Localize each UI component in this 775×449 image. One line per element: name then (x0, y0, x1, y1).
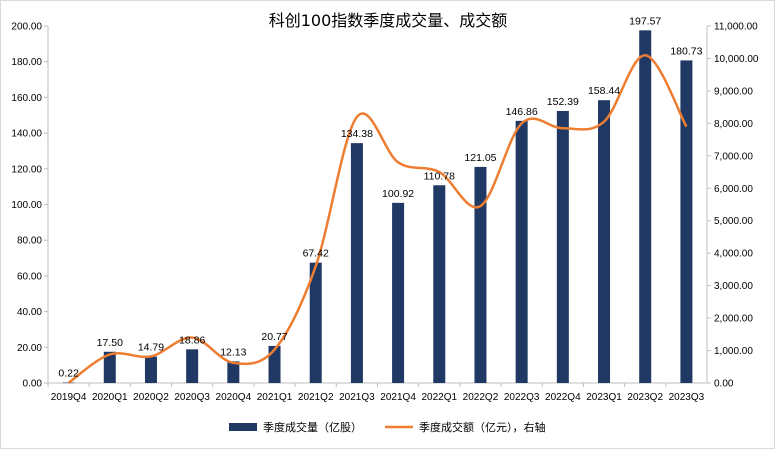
y-left-tick-label: 60.00 (17, 271, 42, 282)
y-right-tick-label: 4,000.00 (714, 249, 753, 260)
bar (515, 120, 528, 384)
bar-data-label: 197.57 (629, 15, 661, 27)
amount-line (67, 53, 688, 384)
x-tick-label: 2022Q2 (463, 392, 499, 403)
x-tick-label: 2022Q1 (421, 392, 457, 403)
bar (144, 356, 157, 383)
bar (268, 345, 281, 383)
bar-data-label: 180.73 (670, 45, 702, 57)
y-left-tick-label: 100.00 (11, 200, 42, 211)
bar-data-label: 134.38 (341, 128, 373, 140)
x-tick-label: 2023Q3 (669, 392, 705, 403)
x-tick-label: 2021Q3 (339, 392, 375, 403)
y-right-tick-label: 5,000.00 (714, 216, 753, 227)
bar-data-label: 121.05 (464, 152, 496, 164)
bar (639, 30, 652, 383)
x-tick-label: 2022Q4 (545, 392, 581, 403)
y-right-tick-label: 6,000.00 (714, 184, 753, 195)
y-left-tick-label: 0.00 (23, 379, 43, 390)
bar-data-label: 158.44 (588, 85, 620, 97)
x-tick-label: 2023Q1 (586, 392, 622, 403)
bar (186, 349, 199, 383)
bar (474, 166, 487, 383)
bar-data-label: 100.92 (382, 188, 414, 200)
y-right-tick-label: 9,000.00 (714, 86, 753, 97)
bar-data-label: 110.78 (424, 170, 455, 182)
data-labels: 0.22 17.50 14.79 18.86 12.13 20.77 67.42 134.38… (58, 15, 702, 379)
y-left-tick-label: 20.00 (17, 343, 42, 354)
y-right-tick-label: 3,000.00 (714, 281, 753, 292)
bar (350, 143, 363, 383)
bar-data-label: 20.77 (261, 331, 287, 343)
bar-series (62, 30, 693, 384)
x-tick-label: 2022Q3 (504, 392, 540, 403)
y-left-tick-label: 180.00 (11, 57, 42, 68)
chart-title: 科创100指数季度成交量、成交额 (269, 11, 508, 30)
x-tick-label: 2021Q1 (257, 392, 293, 403)
y-right-tick-label: 8,000.00 (714, 119, 753, 130)
x-tick-label: 2020Q3 (174, 392, 210, 403)
y-left-tick-label: 140.00 (11, 129, 42, 140)
x-tick-label: 2019Q4 (51, 392, 87, 403)
legend: 季度成交量（亿股） 季度成交额（亿元），右轴 (229, 420, 546, 434)
y-right-tick-label: 2,000.00 (714, 314, 753, 325)
y-left-tick-label: 200.00 (11, 22, 42, 33)
x-tick-label: 2021Q4 (380, 392, 416, 403)
x-tick-label: 2020Q2 (133, 392, 169, 403)
legend-swatch-volume (229, 423, 257, 431)
bar-data-label: 152.39 (547, 96, 579, 108)
y-right-tick-label: 7,000.00 (714, 151, 753, 162)
x-tick-label: 2023Q2 (627, 392, 663, 403)
bar-data-label: 14.79 (138, 342, 164, 354)
bar (62, 382, 75, 384)
x-tick-label: 2020Q4 (216, 392, 252, 403)
bar (392, 202, 405, 383)
bar-data-label: 18.86 (179, 334, 205, 346)
line-series (67, 53, 688, 384)
bar-data-label: 0.22 (58, 368, 79, 380)
bar (433, 185, 446, 383)
y-right-tick-label: 10,000.00 (714, 54, 759, 65)
bar (309, 262, 322, 383)
y-left-tick-label: 160.00 (11, 93, 42, 104)
y-left-tick-label: 120.00 (11, 164, 42, 175)
axes: 0.00 20.00 40.00 60.00 80.00 100.00 120.00 140.… (11, 22, 759, 404)
y-left-tick-label: 40.00 (17, 307, 42, 318)
bar-data-label: 67.42 (303, 248, 329, 260)
bar-data-label: 146.86 (506, 106, 538, 118)
legend-label-volume: 季度成交量（亿股） (263, 420, 362, 434)
y-right-tick-label: 11,000.00 (714, 22, 758, 33)
y-left-tick-label: 80.00 (17, 236, 42, 247)
bar-data-label: 17.50 (97, 337, 123, 349)
bar (103, 351, 116, 383)
y-right-tick-label: 1,000.00 (714, 346, 753, 357)
y-right-tick-label: 0.00 (714, 379, 734, 390)
bar (680, 60, 693, 384)
bar-data-label: 12.13 (220, 346, 246, 358)
bar (556, 110, 569, 383)
x-tick-label: 2021Q2 (298, 392, 334, 403)
legend-label-amount: 季度成交额（亿元），右轴 (419, 420, 546, 434)
bar (227, 361, 240, 383)
bar (598, 100, 611, 383)
x-tick-label: 2020Q1 (92, 392, 128, 403)
